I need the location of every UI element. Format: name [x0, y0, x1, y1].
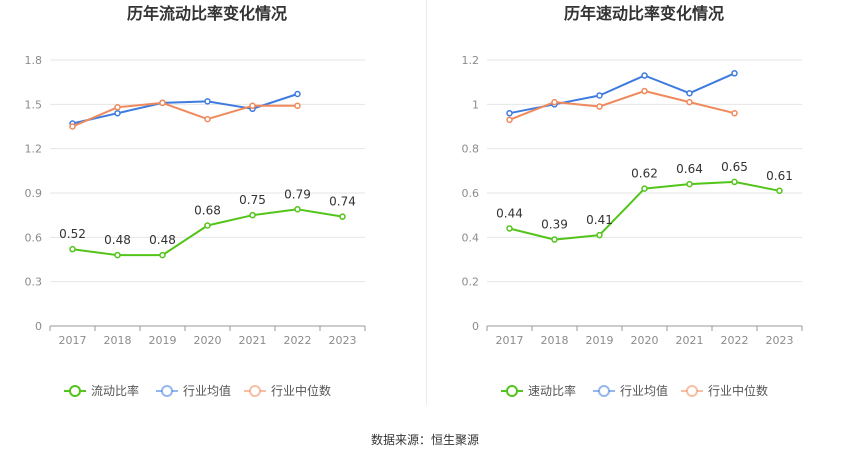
data-point	[506, 109, 513, 117]
data-label: 0.65	[721, 160, 748, 174]
y-tick-label: 0.8	[462, 143, 480, 156]
legend-label: 速动比率	[528, 383, 576, 398]
data-point	[596, 92, 603, 99]
y-tick-label: 0.6	[25, 231, 43, 244]
data-point	[204, 115, 211, 123]
data-point	[159, 99, 166, 107]
data-label: 0.48	[149, 233, 176, 247]
data-point	[204, 98, 211, 105]
data-label: 0.74	[329, 195, 356, 209]
data-point	[294, 206, 301, 213]
y-tick-label: 0.9	[25, 187, 43, 200]
data-point	[114, 109, 121, 117]
y-tick-label: 1.8	[25, 54, 43, 67]
x-tick-label: 2017	[59, 334, 87, 347]
data-point	[686, 180, 693, 188]
data-label: 0.79	[284, 187, 311, 201]
x-tick-label: 2023	[766, 334, 794, 347]
data-label: 0.75	[239, 193, 266, 207]
data-point	[731, 178, 738, 186]
data-source-note: 数据来源：恒生聚源	[370, 433, 479, 447]
series-line	[72, 101, 298, 128]
legend-swatch-marker	[249, 385, 261, 397]
data-point	[731, 70, 738, 77]
x-tick-label: 2020	[631, 334, 659, 347]
x-tick-label: 2022	[721, 334, 749, 347]
legend-label: 行业均值	[183, 383, 231, 398]
y-tick-label: 0	[472, 320, 479, 333]
data-label: 0.52	[59, 227, 86, 241]
data-point	[114, 251, 121, 259]
data-point	[596, 103, 603, 110]
data-point	[249, 211, 256, 219]
x-tick-label: 2021	[239, 334, 267, 347]
x-tick-label: 2022	[284, 334, 312, 347]
data-point	[551, 236, 558, 243]
data-point	[641, 87, 648, 95]
data-point	[204, 222, 211, 229]
x-tick-label: 2020	[194, 334, 222, 347]
data-point	[641, 72, 648, 79]
data-label: 0.48	[104, 233, 131, 247]
series-line	[72, 93, 298, 125]
data-point	[114, 104, 121, 111]
chart-title: 历年流动比率变化情况	[127, 4, 287, 23]
legend-label: 流动比率	[91, 383, 139, 398]
y-tick-label: 1.5	[25, 98, 43, 111]
data-point	[339, 213, 346, 220]
x-tick-label: 2018	[541, 334, 569, 347]
data-point	[506, 225, 513, 232]
data-label: 0.68	[194, 204, 221, 218]
y-tick-label: 0.6	[462, 187, 480, 200]
data-point	[686, 90, 693, 97]
data-point	[641, 185, 648, 192]
data-point	[686, 98, 693, 106]
chart-title: 历年速动比率变化情况	[564, 4, 724, 23]
legend-label: 行业中位数	[271, 383, 331, 398]
x-tick-label: 2021	[676, 334, 704, 347]
data-label: 0.62	[631, 167, 658, 181]
y-tick-label: 0.2	[462, 276, 480, 289]
data-point	[551, 98, 558, 106]
data-label: 0.44	[496, 206, 523, 220]
data-point	[294, 102, 301, 110]
legend-swatch-marker	[161, 385, 173, 397]
y-tick-label: 1.2	[462, 54, 480, 67]
data-point	[506, 116, 513, 124]
data-point	[731, 109, 738, 117]
x-tick-label: 2017	[496, 334, 524, 347]
legend-swatch-marker	[598, 385, 610, 397]
y-tick-label: 1	[472, 98, 479, 111]
data-point	[596, 231, 603, 239]
data-label: 0.61	[766, 169, 793, 183]
y-tick-label: 1.2	[25, 143, 43, 156]
data-label: 0.39	[541, 218, 568, 232]
series-line	[509, 90, 735, 121]
y-tick-label: 0.4	[462, 231, 480, 244]
data-point	[294, 90, 301, 98]
legend-swatch-marker	[506, 385, 518, 397]
legend-swatch-marker	[69, 385, 81, 397]
data-point	[69, 245, 76, 253]
x-tick-label: 2019	[149, 334, 177, 347]
x-tick-label: 2023	[329, 334, 357, 347]
data-point	[69, 123, 76, 130]
data-point	[776, 187, 783, 195]
legend-swatch-marker	[686, 385, 698, 397]
data-point	[249, 102, 256, 110]
legend-label: 行业中位数	[708, 383, 768, 398]
panel-divider	[426, 0, 427, 405]
y-tick-label: 0	[35, 320, 42, 333]
data-label: 0.64	[676, 162, 703, 176]
x-tick-label: 2018	[104, 334, 132, 347]
data-label: 0.41	[586, 213, 613, 227]
data-point	[159, 251, 166, 259]
legend-label: 行业均值	[620, 383, 668, 398]
y-tick-label: 0.3	[25, 276, 43, 289]
x-tick-label: 2019	[586, 334, 614, 347]
